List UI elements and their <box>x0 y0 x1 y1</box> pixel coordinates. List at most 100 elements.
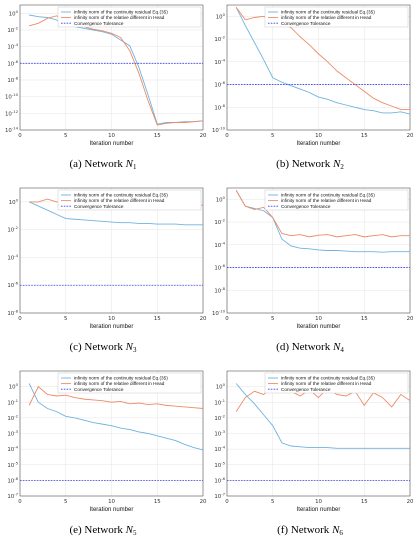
caption-subscript: 5 <box>133 529 137 537</box>
x-tick-label: 0 <box>225 133 229 139</box>
y-tick-label: 10-6 <box>7 476 18 485</box>
x-tick-label: 0 <box>225 316 229 322</box>
y-tick-label: 10-4 <box>214 240 225 249</box>
caption-symbol: N <box>332 524 340 536</box>
y-tick-label: 10-12 <box>5 109 19 118</box>
y-tick-label: 10-6 <box>214 263 225 272</box>
legend-label-tol: Convergence Tolerance <box>281 21 331 26</box>
y-tick-label: 10-10 <box>212 309 226 318</box>
axes-frame <box>226 187 411 314</box>
series-line-cont <box>235 383 410 449</box>
chart-network-n2: 100 10-2 10-4 10-6 10-8 10-100 5 10 15 20 Iteratio… <box>212 4 413 147</box>
y-tick-label: 10-14 <box>5 126 19 135</box>
x-tick-label: 20 <box>407 499 413 505</box>
legend-box <box>57 6 202 28</box>
x-tick-label: 15 <box>154 316 161 322</box>
y-tick-label: 10-6 <box>7 59 18 68</box>
x-axis-label: Iteration number <box>297 324 341 330</box>
legend-label-head: infinity norm of the relative different … <box>281 381 372 386</box>
subplot-network-n1: 100 10-2 10-4 10-6 10-8 10-10 10-12 10-14 0 5 10 15… <box>0 0 207 183</box>
chart-network-n1: 100 10-2 10-4 10-6 10-8 10-10 10-12 10-140 5 10 15… <box>5 4 207 147</box>
caption-prefix: (c) Network <box>69 341 123 353</box>
caption-subscript: 2 <box>340 163 344 171</box>
x-tick-label: 5 <box>271 133 274 139</box>
legend-label-tol: Convergence Tolerance <box>74 387 124 392</box>
y-tick-label: 100 <box>216 12 226 21</box>
legend-box <box>264 6 409 28</box>
y-tick-label: 10-8 <box>7 76 18 85</box>
y-tick-label: 10-2 <box>214 35 225 44</box>
axes-frame <box>226 370 411 497</box>
legend-box <box>264 189 409 211</box>
x-tick-label: 0 <box>18 499 22 505</box>
y-tick-label: 10-7 <box>7 492 18 501</box>
series-line-head <box>28 385 203 409</box>
caption-network-n4: (d) Network N4 <box>207 341 413 354</box>
legend-label-head: infinity norm of the relative different … <box>74 198 165 203</box>
y-tick-label: 100 <box>9 197 19 206</box>
y-tick-label: 10-2 <box>7 225 18 234</box>
axes-frame <box>19 4 204 131</box>
y-tick-label: 10-4 <box>214 57 225 65</box>
x-tick-label: 10 <box>315 133 322 139</box>
axes-frame <box>226 4 411 131</box>
legend-label-cont: infinity norm of the continuity residual… <box>74 193 168 198</box>
y-tick-label: 100 <box>216 195 226 204</box>
legend-box <box>264 372 409 394</box>
x-tick-label: 20 <box>200 499 207 505</box>
x-tick-label: 20 <box>200 316 207 322</box>
chart-network-n4: 100 10-2 10-4 10-6 10-8 10-100 5 10 15 20 Iteratio… <box>212 187 413 330</box>
caption-symbol: N <box>332 341 341 353</box>
x-tick-label: 10 <box>315 316 322 322</box>
legend-label-tol: Convergence Tolerance <box>74 21 124 26</box>
caption-network-n5: (e) Network N5 <box>0 524 206 537</box>
caption-subscript: 3 <box>133 346 137 354</box>
legend-box <box>57 189 202 211</box>
legend-label-tol: Convergence Tolerance <box>74 204 124 209</box>
y-tick-label: 10-4 <box>214 445 225 454</box>
legend-label-cont: infinity norm of the continuity residual… <box>281 193 375 198</box>
y-tick-label: 10-4 <box>7 253 18 262</box>
caption-prefix: (a) Network <box>69 158 123 170</box>
x-tick-label: 20 <box>200 133 207 139</box>
y-tick-label: 10-5 <box>7 460 18 469</box>
caption-prefix: (b) Network <box>276 158 331 170</box>
y-tick-label: 10-8 <box>214 286 225 295</box>
axes-frame <box>19 370 204 497</box>
y-tick-label: 10-3 <box>214 429 225 438</box>
legend-box <box>57 372 202 394</box>
x-tick-label: 5 <box>271 499 274 505</box>
chart-network-n5: 100 10-1 10-2 10-3 10-4 10-5 10-6 10-70 5 10 15 20 I… <box>7 370 207 513</box>
x-axis-label: Iteration number <box>90 507 134 513</box>
subplot-network-n2: 100 10-2 10-4 10-6 10-8 10-10 0 5 10 15 20 Iteratio… <box>207 0 413 183</box>
y-tick-label: 10-4 <box>7 42 18 51</box>
y-tick-label: 10-8 <box>214 103 225 112</box>
legend-label-cont: infinity norm of the continuity residual… <box>74 10 168 15</box>
x-tick-label: 5 <box>64 499 67 505</box>
y-tick-label: 100 <box>216 382 226 391</box>
x-tick-label: 10 <box>108 499 115 505</box>
legend-label-cont: infinity norm of the continuity residual… <box>281 10 375 15</box>
x-tick-label: 5 <box>64 316 67 322</box>
y-tick-label: 10-2 <box>7 413 18 422</box>
subplot-network-n3: 100 10-2 10-4 10-6 10-8 0 5 10 15 20 Iteration num… <box>0 183 207 366</box>
caption-network-n6: (f) Network N6 <box>207 524 413 537</box>
x-tick-label: 15 <box>154 133 161 139</box>
x-tick-label: 20 <box>407 316 413 322</box>
caption-prefix: (f) Network <box>277 524 330 536</box>
subplot-network-n5: 100 10-1 10-2 10-3 10-4 10-5 10-6 10-7 0 5 10 15 20 I… <box>0 366 207 549</box>
caption-prefix: (d) Network <box>276 341 331 353</box>
legend-label-head: infinity norm of the relative different … <box>281 198 372 203</box>
y-tick-label: 10-6 <box>214 80 225 89</box>
legend-label-tol: Convergence Tolerance <box>281 204 331 209</box>
x-tick-label: 10 <box>315 499 322 505</box>
y-tick-label: 10-5 <box>214 460 225 469</box>
caption-subscript: 6 <box>339 529 343 537</box>
x-tick-label: 5 <box>271 316 274 322</box>
x-tick-label: 15 <box>361 499 368 505</box>
legend-label-head: infinity norm of the relative different … <box>74 381 165 386</box>
x-tick-label: 20 <box>407 133 413 139</box>
series-line-cont <box>235 7 410 115</box>
x-tick-label: 15 <box>154 499 161 505</box>
y-tick-label: 10-10 <box>212 126 226 135</box>
